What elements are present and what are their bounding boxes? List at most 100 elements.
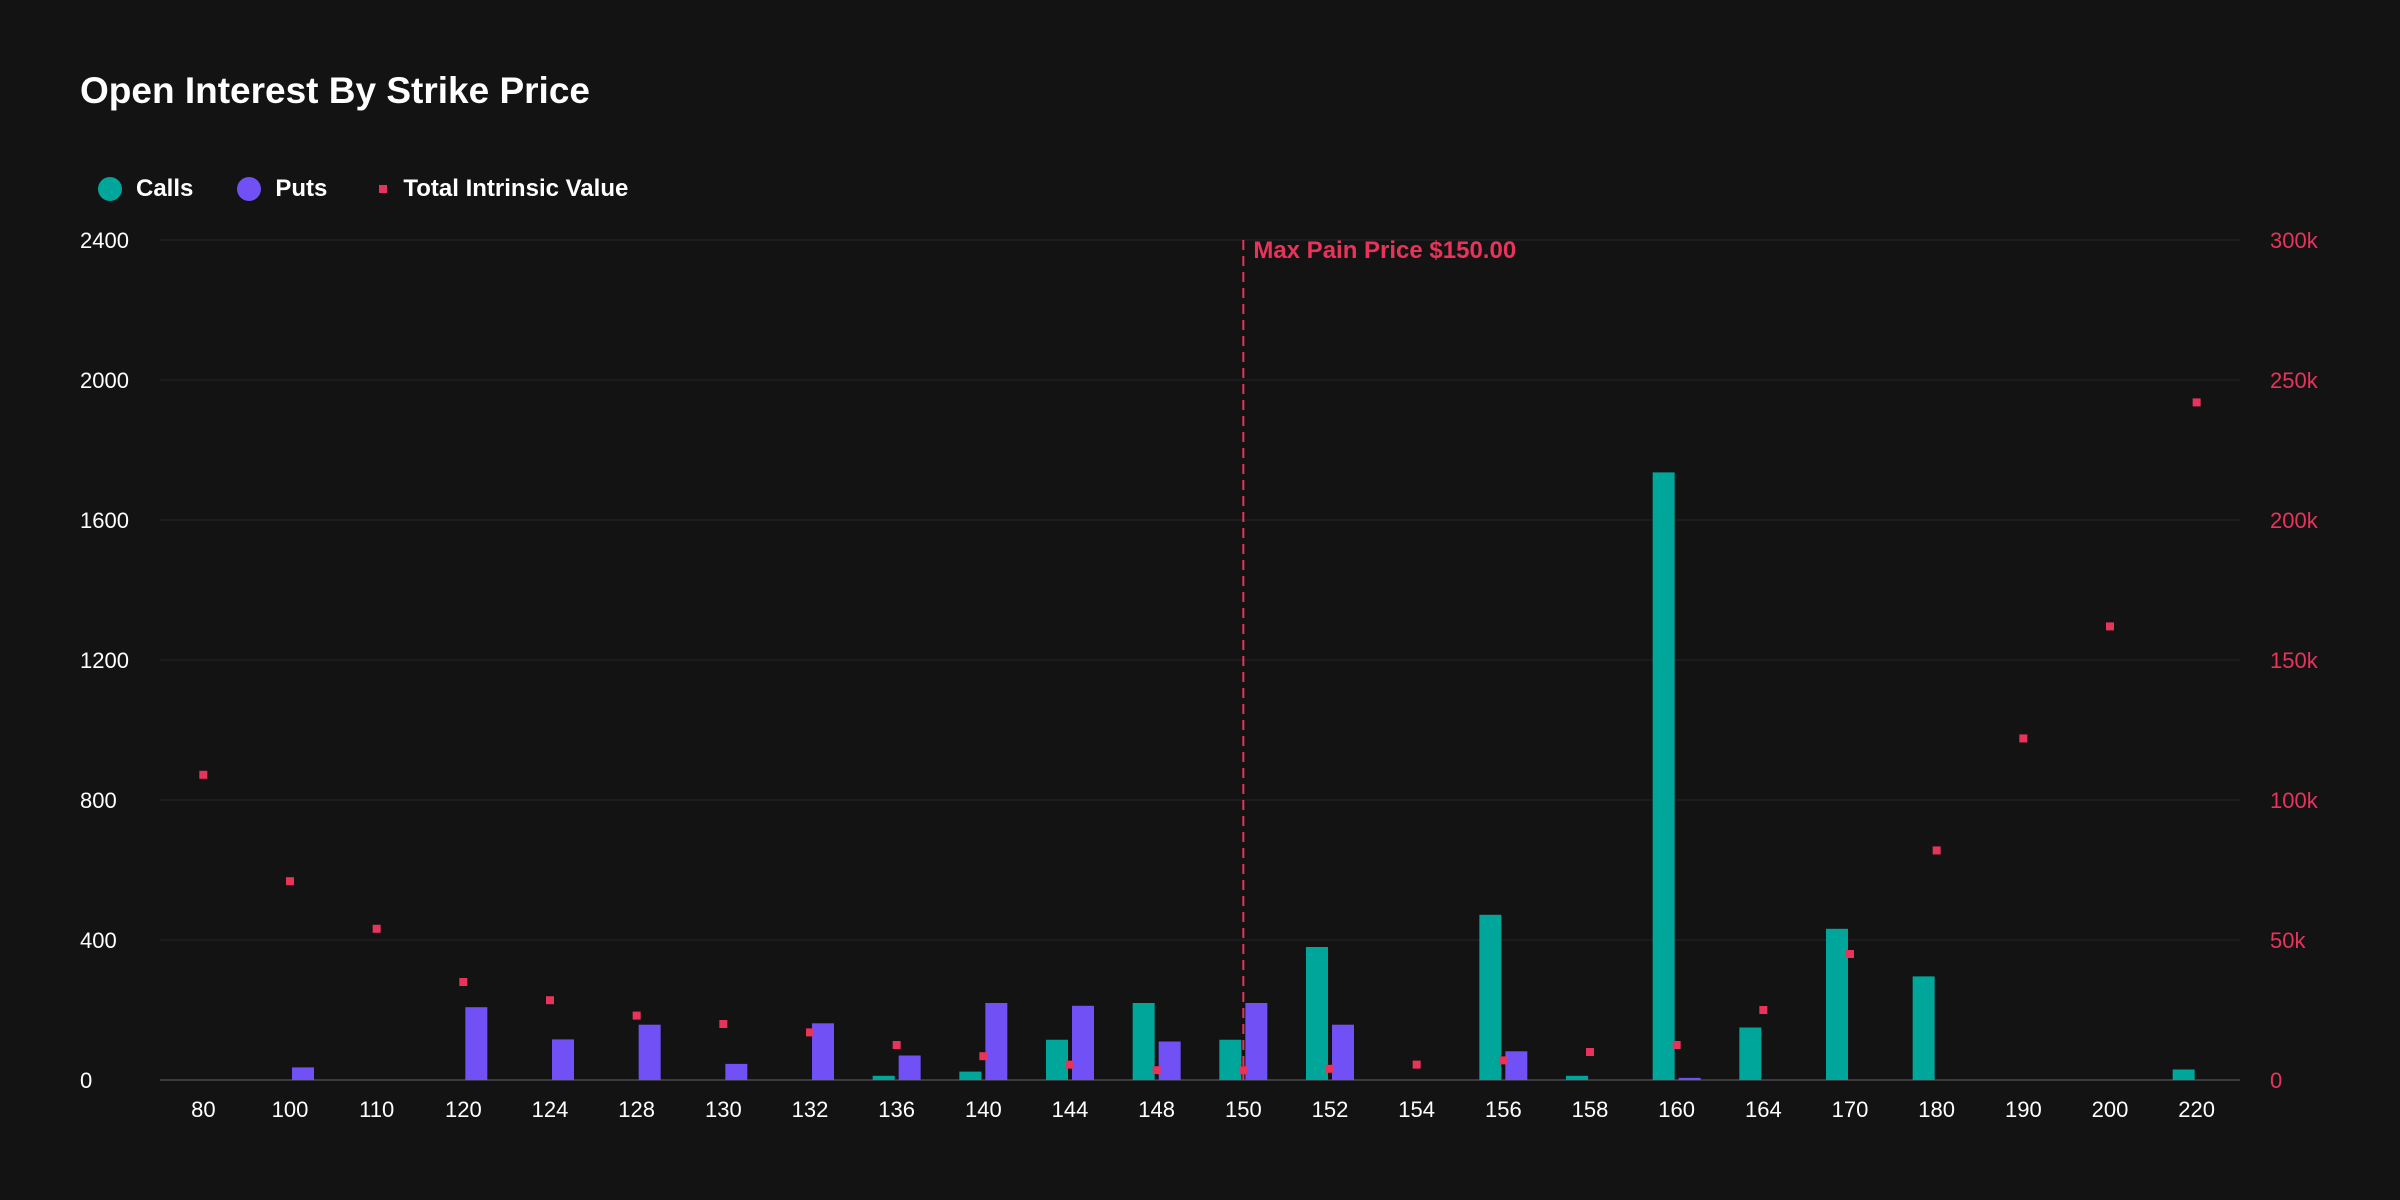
puts-bar — [725, 1063, 748, 1080]
y-left-tick-label: 1200 — [80, 648, 129, 673]
intrinsic-value-point — [2019, 734, 2028, 743]
x-tick-label: 124 — [532, 1097, 569, 1122]
intrinsic-value-point — [892, 1041, 901, 1049]
intrinsic-value-point — [1932, 846, 1941, 855]
puts-bar — [1072, 1005, 1094, 1080]
legend-label-intrinsic-value: Total Intrinsic Value — [403, 175, 629, 202]
intrinsic-value-legend-swatch — [379, 185, 388, 193]
x-tick-label: 200 — [2092, 1097, 2129, 1122]
intrinsic-value-point — [1846, 950, 1854, 958]
intrinsic-value-point — [546, 996, 554, 1005]
x-tick-label: 152 — [1312, 1097, 1349, 1122]
intrinsic-value-point — [979, 1052, 988, 1061]
puts-bar — [465, 1007, 488, 1080]
x-tick-label: 150 — [1225, 1097, 1262, 1122]
calls-bar — [1652, 472, 1675, 1080]
x-tick-label: 144 — [1052, 1097, 1089, 1122]
x-tick-label: 140 — [965, 1097, 1002, 1122]
puts-bar — [812, 1023, 834, 1080]
calls-bar — [1739, 1027, 1762, 1080]
intrinsic-value-point — [199, 770, 208, 779]
intrinsic-value-point — [1586, 1048, 1594, 1056]
puts-bar — [1332, 1024, 1354, 1080]
x-tick-label: 180 — [1918, 1097, 1955, 1122]
x-tick-label: 158 — [1572, 1097, 1609, 1122]
intrinsic-value-point — [632, 1011, 641, 1020]
calls-bar — [1132, 1003, 1155, 1080]
calls-bar — [1046, 1039, 1068, 1080]
x-tick-label: 130 — [705, 1097, 742, 1122]
legend-label-puts: Puts — [275, 175, 328, 202]
calls-bar — [872, 1075, 895, 1080]
x-tick-label: 170 — [1832, 1097, 1869, 1122]
y-left-tick-label: 0 — [80, 1068, 92, 1093]
x-tick-label: 154 — [1398, 1097, 1435, 1122]
max-pain-label: Max Pain Price $150.00 — [1253, 237, 1516, 264]
y-left-tick-label: 2000 — [80, 368, 129, 393]
intrinsic-value-point — [1152, 1066, 1161, 1075]
calls-bar — [959, 1071, 982, 1080]
intrinsic-value-point — [806, 1028, 814, 1037]
x-tick-label: 110 — [359, 1097, 394, 1122]
y-right-tick-label: 50k — [2270, 928, 2306, 953]
chart-legend: Calls Puts Total Intrinsic Value — [98, 175, 672, 203]
puts-bar — [1158, 1041, 1181, 1080]
legend-item-puts[interactable]: Puts — [237, 175, 327, 203]
calls-bar — [1306, 947, 1328, 1080]
calls-legend-swatch — [98, 177, 122, 201]
puts-bar — [1678, 1077, 1701, 1080]
puts-bar — [292, 1067, 314, 1080]
calls-bar — [2172, 1069, 2195, 1080]
x-tick-label: 100 — [272, 1097, 309, 1122]
calls-bar — [1826, 928, 1848, 1080]
puts-bar — [1505, 1051, 1528, 1080]
calls-bar — [1219, 1039, 1242, 1080]
legend-item-calls[interactable]: Calls — [98, 175, 193, 203]
puts-bar — [1245, 1003, 1268, 1080]
chart-title: Open Interest By Strike Price — [80, 70, 590, 111]
x-tick-label: 160 — [1658, 1097, 1695, 1122]
puts-bar — [552, 1039, 574, 1080]
intrinsic-value-point — [286, 877, 294, 886]
y-left-tick-label: 400 — [80, 928, 117, 953]
x-tick-label: 156 — [1485, 1097, 1522, 1122]
legend-label-calls: Calls — [136, 175, 194, 202]
intrinsic-value-point — [1672, 1041, 1681, 1049]
intrinsic-value-point — [1326, 1064, 1334, 1073]
calls-bar — [1479, 914, 1502, 1080]
intrinsic-value-point — [1412, 1060, 1421, 1069]
puts-bar — [985, 1003, 1008, 1080]
puts-bar — [638, 1024, 661, 1080]
intrinsic-value-point — [2192, 398, 2201, 407]
calls-bar — [1912, 976, 1935, 1080]
x-tick-label: 148 — [1138, 1097, 1175, 1122]
y-right-tick-label: 0 — [2270, 1068, 2282, 1093]
intrinsic-value-point — [1239, 1066, 1248, 1075]
puts-bar — [898, 1055, 921, 1080]
y-left-tick-label: 2400 — [80, 228, 129, 253]
x-tick-label: 80 — [191, 1097, 215, 1122]
y-right-tick-label: 300k — [2270, 228, 2319, 253]
intrinsic-value-point — [1066, 1060, 1074, 1069]
x-tick-label: 136 — [878, 1097, 915, 1122]
y-right-tick-label: 100k — [2270, 788, 2319, 813]
intrinsic-value-point — [372, 924, 381, 933]
y-left-tick-label: 800 — [80, 788, 117, 813]
intrinsic-value-point — [459, 978, 468, 986]
x-tick-label: 120 — [445, 1097, 482, 1122]
y-right-tick-label: 250k — [2270, 368, 2319, 393]
calls-bar — [1566, 1075, 1588, 1080]
intrinsic-value-point — [2106, 622, 2114, 631]
y-right-tick-label: 200k — [2270, 508, 2319, 533]
x-tick-label: 128 — [618, 1097, 655, 1122]
x-tick-label: 220 — [2178, 1097, 2215, 1122]
intrinsic-value-point — [1499, 1056, 1508, 1065]
intrinsic-value-point — [1759, 1006, 1768, 1014]
x-tick-label: 190 — [2005, 1097, 2042, 1122]
puts-legend-swatch — [237, 177, 262, 201]
legend-item-intrinsic-value[interactable]: Total Intrinsic Value — [371, 175, 628, 203]
y-right-tick-label: 150k — [2270, 648, 2319, 673]
x-tick-label: 132 — [792, 1097, 829, 1122]
intrinsic-value-point — [719, 1020, 728, 1028]
